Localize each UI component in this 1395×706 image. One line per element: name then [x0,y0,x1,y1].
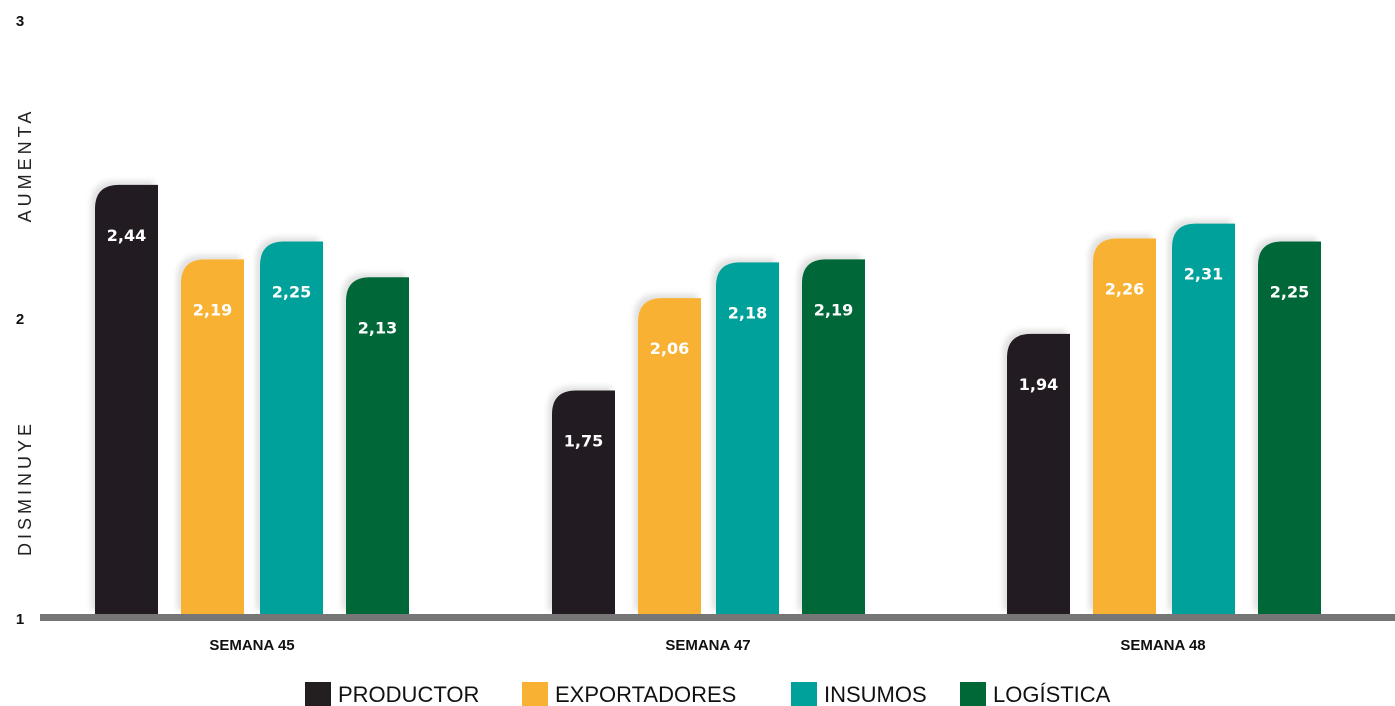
bar-productor-1 [95,184,158,614]
x-category-label: SEMANA 47 [665,637,750,654]
bar-value-label: 2,19 [193,300,232,319]
bar-value-label: 2,25 [1270,283,1309,302]
bar-value-label: 1,75 [564,432,603,451]
bar-exportadores-2 [638,298,701,614]
legend-swatch [960,682,986,706]
x-category-label: SEMANA 45 [209,637,294,654]
bar-value-label: 2,19 [814,300,853,319]
bar-exportadores-1 [181,259,244,614]
legend-swatch [522,682,548,706]
y-tick-label: 1 [16,611,24,628]
legend-swatch [305,682,331,706]
bar-value-label: 2,26 [1105,280,1144,299]
y-tick-label: 2 [16,311,24,328]
side-label-upper: AUMENTA [15,108,35,223]
bar-value-label: 2,25 [272,283,311,302]
bar-insumos-2 [716,262,779,614]
bar-value-label: 2,06 [650,339,689,358]
bar-insumos-1 [260,241,323,614]
bar-exportadores-3 [1093,238,1156,614]
legend-label: INSUMOS [824,682,927,706]
legend-label: PRODUCTOR [338,682,479,706]
legend-label: EXPORTADORES [555,682,736,706]
legend-swatch [791,682,817,706]
bar-value-label: 2,18 [728,303,767,322]
x-axis-baseline [40,614,1395,621]
bar-value-label: 2,13 [358,318,397,337]
side-label-lower: DISMINUYE [15,420,35,556]
bar-insumos-3 [1172,223,1235,614]
bar-value-label: 2,31 [1184,265,1223,284]
legend-label: LOGÍSTICA [993,682,1111,706]
bar-log-stica-3 [1258,241,1321,614]
bar-productor-3 [1007,333,1070,614]
bar-value-label: 1,94 [1019,375,1058,394]
x-category-label: SEMANA 48 [1120,637,1205,654]
bar-value-label: 2,44 [107,226,146,245]
bar-productor-2 [552,390,615,614]
bar-log-stica-1 [346,277,409,614]
y-tick-label: 3 [16,13,24,30]
bar-log-stica-2 [802,259,865,614]
